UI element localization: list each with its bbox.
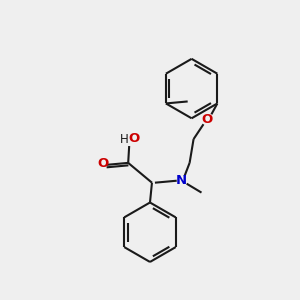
Text: O: O <box>128 132 140 145</box>
Text: O: O <box>98 158 109 170</box>
Text: O: O <box>202 113 213 126</box>
Text: N: N <box>176 174 187 187</box>
Text: H: H <box>120 133 129 146</box>
